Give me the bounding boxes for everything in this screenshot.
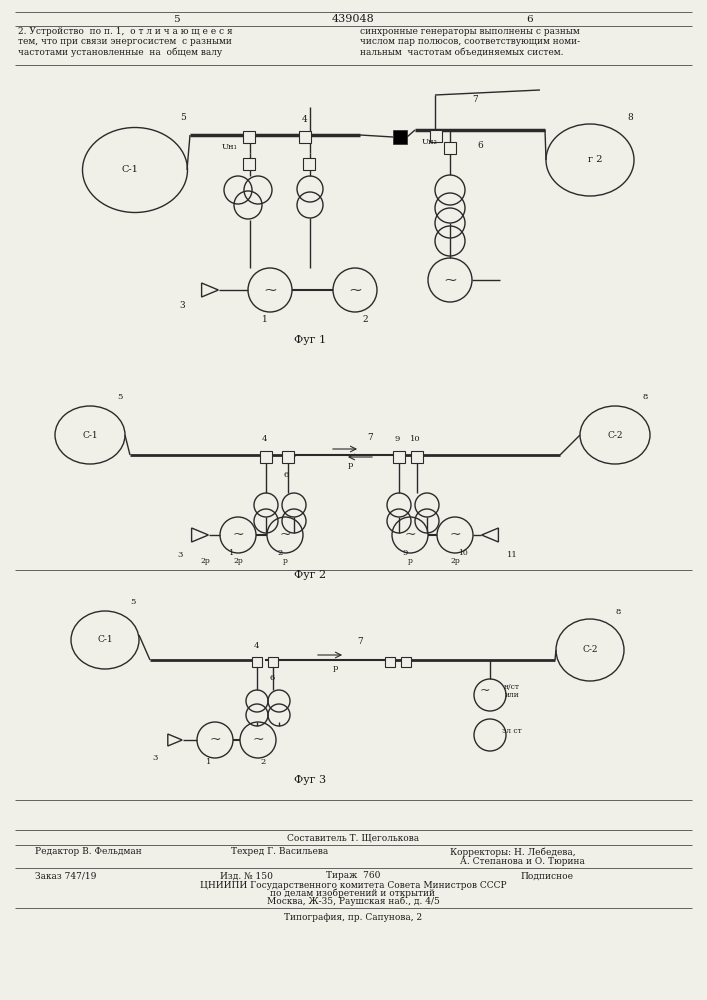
- Text: 4: 4: [302, 114, 308, 123]
- Text: 10: 10: [458, 549, 468, 557]
- Bar: [411, 451, 423, 463]
- Text: 3: 3: [179, 300, 185, 310]
- Text: 10: 10: [409, 435, 421, 443]
- Text: 3: 3: [177, 551, 182, 559]
- Text: 11: 11: [507, 551, 518, 559]
- Text: 9: 9: [402, 549, 408, 557]
- Text: 5: 5: [173, 14, 180, 23]
- Text: 3: 3: [152, 754, 158, 762]
- Bar: [430, 130, 442, 142]
- Text: Изд. № 150: Изд. № 150: [220, 871, 273, 880]
- Text: 439048: 439048: [332, 14, 375, 24]
- Text: 2: 2: [260, 758, 266, 766]
- Text: ~: ~: [348, 282, 362, 298]
- Text: С-1: С-1: [122, 165, 139, 174]
- Text: 2: 2: [362, 316, 368, 324]
- Text: нальным  частотам объединяемых систем.: нальным частотам объединяемых систем.: [360, 47, 563, 56]
- Text: С-2: С-2: [583, 646, 597, 654]
- Text: ~: ~: [263, 282, 277, 298]
- Text: Составитель Т. Щеголькова: Составитель Т. Щеголькова: [287, 834, 419, 842]
- Text: 1: 1: [206, 758, 211, 766]
- Bar: [252, 657, 262, 667]
- Bar: [243, 158, 255, 170]
- Text: ~: ~: [209, 733, 221, 747]
- Text: Фуг 1: Фуг 1: [294, 335, 326, 345]
- Text: Тираж  760: Тираж 760: [326, 871, 380, 880]
- Text: 6: 6: [477, 140, 483, 149]
- Text: р: р: [332, 664, 338, 672]
- Text: 7: 7: [367, 432, 373, 442]
- Text: 1: 1: [262, 316, 268, 324]
- Text: эл ст: эл ст: [502, 727, 522, 735]
- Text: н/ст: н/ст: [504, 683, 520, 691]
- Text: 1: 1: [229, 549, 235, 557]
- Bar: [260, 451, 272, 463]
- Text: 6: 6: [284, 471, 288, 479]
- Text: 6: 6: [527, 14, 533, 23]
- Bar: [401, 657, 411, 667]
- Text: 4: 4: [262, 435, 267, 443]
- Text: А. Степанова и О. Тюрина: А. Степанова и О. Тюрина: [460, 856, 585, 865]
- Text: 8: 8: [615, 608, 621, 616]
- Text: Москва, Ж-35, Раушская наб., д. 4/5: Москва, Ж-35, Раушская наб., д. 4/5: [267, 896, 440, 906]
- Text: Фуг 2: Фуг 2: [294, 570, 326, 580]
- Bar: [268, 657, 278, 667]
- Text: ~: ~: [252, 733, 264, 747]
- Text: Uн₂: Uн₂: [422, 138, 438, 146]
- Text: 5: 5: [130, 598, 136, 606]
- Text: ~: ~: [404, 528, 416, 542]
- Text: 8: 8: [643, 393, 648, 401]
- Text: Корректоры: Н. Лебедева,: Корректоры: Н. Лебедева,: [450, 847, 575, 857]
- Text: 5: 5: [117, 393, 123, 401]
- Text: числом пар полюсов, соответствующим номи-: числом пар полюсов, соответствующим номи…: [360, 37, 580, 46]
- Text: Техред Г. Васильева: Техред Г. Васильева: [231, 848, 329, 856]
- Text: 8: 8: [627, 112, 633, 121]
- Text: Редактор В. Фельдман: Редактор В. Фельдман: [35, 848, 141, 856]
- Text: Заказ 747/19: Заказ 747/19: [35, 871, 96, 880]
- Text: или: или: [505, 691, 520, 699]
- Text: 7: 7: [357, 638, 363, 647]
- Text: Фуг 3: Фуг 3: [294, 775, 326, 785]
- Bar: [393, 130, 407, 144]
- Text: С-1: С-1: [97, 636, 113, 645]
- Text: 5: 5: [180, 113, 186, 122]
- Text: 2р: 2р: [200, 557, 210, 565]
- Text: ~: ~: [480, 684, 490, 698]
- Bar: [385, 657, 395, 667]
- Text: 2р: 2р: [233, 557, 243, 565]
- Text: ~: ~: [443, 271, 457, 288]
- Text: ~: ~: [449, 528, 461, 542]
- Text: С-2: С-2: [607, 430, 623, 440]
- Bar: [282, 451, 294, 463]
- Text: 2: 2: [277, 549, 283, 557]
- Text: 6: 6: [269, 674, 274, 682]
- Text: Типография, пр. Сапунова, 2: Типография, пр. Сапунова, 2: [284, 912, 422, 922]
- Text: 2р: 2р: [450, 557, 460, 565]
- Text: ЦНИИПИ Государственного комитета Совета Министров СССР: ЦНИИПИ Государственного комитета Совета …: [199, 880, 506, 890]
- Text: синхронные генераторы выполнены с разным: синхронные генераторы выполнены с разным: [360, 27, 580, 36]
- Text: р: р: [347, 461, 353, 469]
- Text: ~: ~: [279, 528, 291, 542]
- Text: частотами установленные  на  общем валу: частотами установленные на общем валу: [18, 47, 222, 57]
- Text: р: р: [407, 557, 412, 565]
- Text: по делам изобретений и открытий: по делам изобретений и открытий: [271, 888, 436, 898]
- Text: 4: 4: [253, 642, 259, 650]
- Text: 7: 7: [472, 96, 478, 104]
- Text: 9: 9: [395, 435, 399, 443]
- Text: р: р: [283, 557, 288, 565]
- Text: тем, что при связи энергосистем  с разными: тем, что при связи энергосистем с разным…: [18, 37, 232, 46]
- Bar: [393, 451, 405, 463]
- Text: г 2: г 2: [588, 155, 602, 164]
- Bar: [299, 131, 311, 143]
- Text: 2. Устройство  по п. 1,  о т л и ч а ю щ е е с я: 2. Устройство по п. 1, о т л и ч а ю щ е…: [18, 27, 233, 36]
- Text: С-1: С-1: [82, 430, 98, 440]
- Bar: [444, 142, 456, 154]
- Text: Uн₁: Uн₁: [222, 143, 238, 151]
- Bar: [243, 131, 255, 143]
- Text: Подписное: Подписное: [520, 871, 573, 880]
- Bar: [303, 158, 315, 170]
- Text: ~: ~: [232, 528, 244, 542]
